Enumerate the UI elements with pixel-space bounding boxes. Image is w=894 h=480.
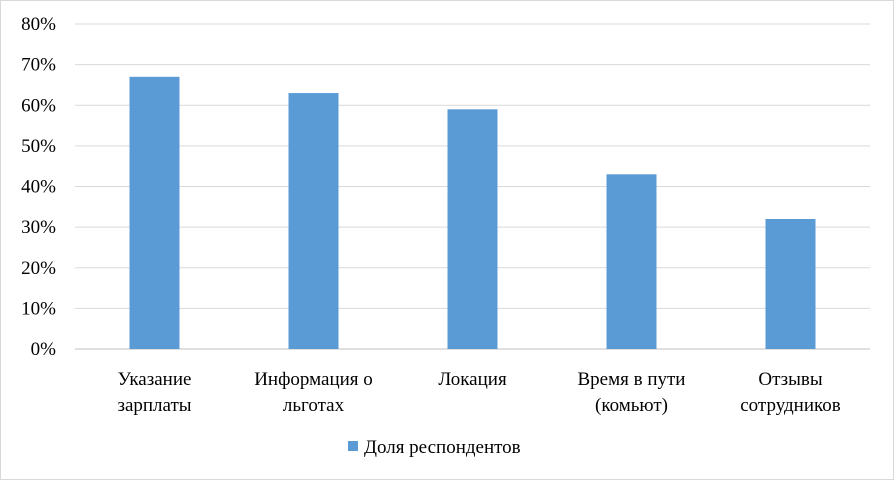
x-axis-category-labels: Указание зарплаты Информация о льготах Локац… (117, 369, 840, 416)
y-tick-label: 60% (21, 95, 56, 116)
bar (606, 174, 657, 349)
y-tick-label: 10% (21, 298, 56, 319)
x-category-label: Информация о льготах (254, 369, 373, 416)
y-tick-label: 40% (21, 177, 56, 198)
bars (129, 76, 816, 349)
y-axis-tick-labels: 0% 10% 20% 30% 40% 50% 60% 70% 80% (21, 14, 56, 360)
bar (129, 76, 180, 349)
y-tick-label: 30% (21, 217, 56, 238)
y-tick-label: 70% (21, 55, 56, 76)
bar (765, 219, 816, 349)
x-category-label-line: Информация о (254, 369, 373, 390)
x-category-label-line: сотрудников (740, 395, 841, 416)
y-tick-label: 20% (21, 258, 56, 279)
bar (447, 109, 498, 349)
x-category-label-line: Время в пути (578, 369, 686, 390)
bar (288, 93, 339, 349)
x-category-label-line: (комьют) (595, 395, 668, 416)
x-category-label: Время в пути (комьют) (578, 369, 686, 416)
x-category-label-line: Локация (438, 369, 507, 390)
x-category-label: Указание зарплаты (117, 369, 191, 416)
legend-swatch (348, 441, 358, 451)
y-tick-label: 50% (21, 136, 56, 157)
y-tick-label: 80% (21, 14, 56, 35)
x-category-label: Локация (438, 369, 507, 390)
y-tick-label: 0% (31, 339, 57, 360)
legend: Доля респондентов (348, 437, 521, 458)
x-category-label-line: льготах (283, 395, 345, 416)
x-category-label-line: зарплаты (117, 395, 191, 416)
x-category-label: Отзывы сотрудников (740, 369, 841, 416)
x-category-label-line: Отзывы (758, 369, 822, 390)
legend-label: Доля респондентов (364, 437, 521, 458)
x-category-label-line: Указание (118, 369, 192, 390)
